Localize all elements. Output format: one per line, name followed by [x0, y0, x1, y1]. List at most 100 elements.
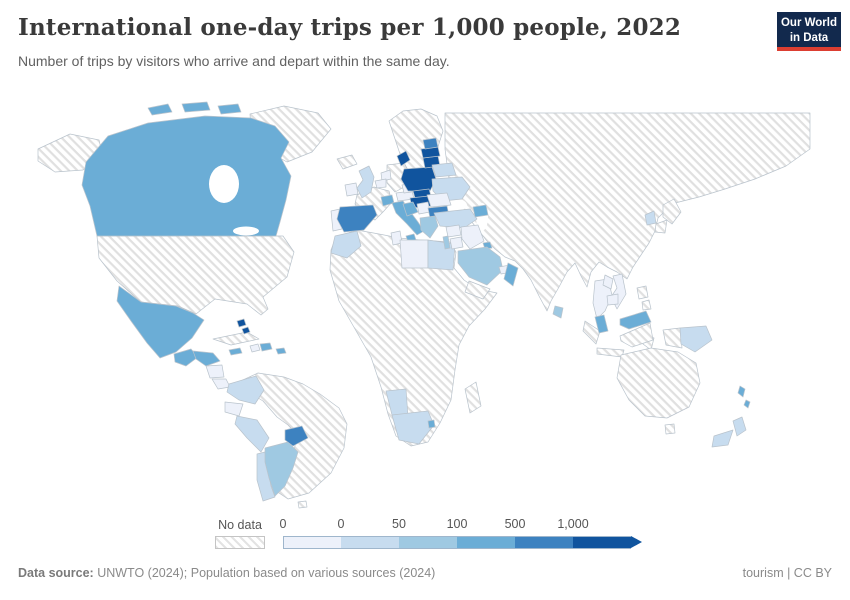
- country-eswatini[interactable]: [427, 419, 436, 429]
- region-cuba-nodata[interactable]: [212, 331, 260, 346]
- page-title: International one-day trips per 1,000 pe…: [18, 14, 682, 41]
- country-oman[interactable]: [503, 262, 519, 287]
- legend-bin-1[interactable]: [341, 536, 399, 549]
- region-madagascar-nodata[interactable]: [464, 381, 482, 414]
- country-argentina[interactable]: [264, 441, 299, 497]
- country-new-zealand-south[interactable]: [711, 429, 734, 448]
- country-bahamas-2[interactable]: [241, 326, 251, 335]
- legend-bin-2[interactable]: [399, 536, 457, 549]
- region-japan-south-nodata[interactable]: [654, 219, 668, 234]
- country-netherlands[interactable]: [380, 169, 392, 182]
- region-sumatra-nodata[interactable]: [582, 320, 601, 345]
- region-australia-nodata[interactable]: [616, 347, 701, 419]
- legend-bin-4[interactable]: [515, 536, 573, 549]
- legend-no-data-label: No data: [218, 518, 262, 532]
- owid-logo-line1: Our World: [780, 17, 837, 29]
- license-text[interactable]: tourism | CC BY: [742, 566, 832, 580]
- country-belarus[interactable]: [431, 162, 457, 178]
- region-west-new-guinea-nodata[interactable]: [662, 327, 683, 349]
- country-canada-arctic-3[interactable]: [217, 103, 242, 115]
- owid-logo[interactable]: Our World in Data: [777, 12, 841, 51]
- country-croatia[interactable]: [402, 201, 419, 217]
- country-malaysia-borneo[interactable]: [619, 310, 652, 330]
- country-haiti[interactable]: [249, 343, 261, 353]
- country-poland[interactable]: [400, 166, 437, 192]
- country-united-kingdom[interactable]: [356, 165, 375, 199]
- data-source-text: Data source: UNWTO (2024); Population ba…: [18, 566, 436, 580]
- country-ecuador[interactable]: [224, 401, 244, 417]
- country-colombia[interactable]: [226, 375, 265, 405]
- country-syria[interactable]: [445, 224, 462, 238]
- country-spain[interactable]: [336, 204, 378, 233]
- map-legend: No data 0 0 50 100 500 1,000: [0, 514, 850, 558]
- country-romania[interactable]: [426, 192, 452, 208]
- region-iceland-nodata[interactable]: [336, 154, 358, 170]
- country-canada-arctic-2[interactable]: [181, 101, 211, 113]
- country-turkey[interactable]: [433, 208, 478, 229]
- region-philippines-nodata[interactable]: [636, 285, 649, 300]
- legend-bin-3[interactable]: [457, 536, 515, 549]
- country-vanuatu-1[interactable]: [737, 385, 746, 398]
- country-canada[interactable]: [81, 115, 292, 237]
- region-borneo-indonesia-nodata[interactable]: [619, 322, 654, 348]
- legend-tick-0: 0: [279, 517, 287, 531]
- country-morocco[interactable]: [330, 230, 362, 259]
- country-canada-arctic-1[interactable]: [147, 103, 173, 116]
- country-guatemala[interactable]: [173, 348, 199, 367]
- country-switzerland[interactable]: [380, 194, 395, 207]
- legend-bar: [283, 536, 642, 549]
- country-malaysia-peninsula[interactable]: [594, 314, 609, 334]
- country-libya[interactable]: [399, 239, 429, 269]
- country-denmark[interactable]: [396, 150, 411, 167]
- country-cambodia[interactable]: [606, 293, 619, 306]
- country-belgium[interactable]: [374, 178, 387, 189]
- country-new-zealand-north[interactable]: [732, 416, 747, 437]
- country-jordan[interactable]: [449, 236, 464, 250]
- region-falklands-nodata[interactable]: [297, 500, 308, 509]
- region-usa-nodata[interactable]: [96, 235, 295, 316]
- country-dominican-republic[interactable]: [259, 342, 273, 352]
- country-jamaica[interactable]: [228, 347, 243, 356]
- country-ireland[interactable]: [344, 182, 359, 197]
- country-saudi-arabia[interactable]: [457, 246, 504, 286]
- country-nicaragua[interactable]: [205, 364, 225, 379]
- region-japan-nodata[interactable]: [662, 198, 682, 225]
- great-lakes: [233, 226, 259, 236]
- region-asia-nodata[interactable]: [444, 112, 811, 312]
- region-yemen-nodata[interactable]: [464, 280, 491, 300]
- country-iraq[interactable]: [460, 224, 485, 250]
- country-costa-rica[interactable]: [211, 378, 231, 390]
- country-honduras[interactable]: [192, 350, 221, 367]
- country-vanuatu-2[interactable]: [743, 399, 751, 409]
- region-tasmania-nodata[interactable]: [664, 423, 676, 435]
- legend-tick-5: 1,000: [557, 517, 589, 531]
- country-south-korea[interactable]: [644, 210, 657, 226]
- country-laos[interactable]: [602, 274, 614, 290]
- owid-logo-line2: in Data: [789, 31, 829, 44]
- country-israel[interactable]: [442, 235, 451, 250]
- country-south-africa[interactable]: [391, 410, 435, 445]
- region-philippines-south-nodata[interactable]: [641, 299, 652, 311]
- page-subtitle: Number of trips by visitors who arrive a…: [18, 53, 450, 69]
- country-peru[interactable]: [234, 415, 270, 453]
- country-greece[interactable]: [419, 215, 439, 239]
- region-southamerica-nodata[interactable]: [233, 372, 348, 500]
- country-papua-new-guinea[interactable]: [679, 325, 713, 353]
- legend-bin-0[interactable]: [283, 536, 341, 549]
- legend-bin-5[interactable]: [573, 536, 631, 549]
- country-paraguay[interactable]: [284, 425, 309, 447]
- legend-arrow-icon: [631, 536, 642, 548]
- country-puerto-rico[interactable]: [275, 347, 287, 355]
- legend-tick-4: 500: [504, 517, 526, 531]
- data-source-label: Data source:: [18, 566, 94, 580]
- country-sri-lanka[interactable]: [552, 305, 564, 319]
- legend-no-data-swatch[interactable]: [215, 536, 265, 549]
- legend-tick-2: 50: [392, 517, 406, 531]
- country-latvia[interactable]: [420, 146, 441, 159]
- region-java-nodata[interactable]: [596, 347, 625, 358]
- country-azerbaijan[interactable]: [472, 204, 489, 218]
- country-mexico[interactable]: [116, 285, 205, 359]
- country-bahamas-1[interactable]: [236, 318, 247, 328]
- country-estonia[interactable]: [422, 137, 439, 150]
